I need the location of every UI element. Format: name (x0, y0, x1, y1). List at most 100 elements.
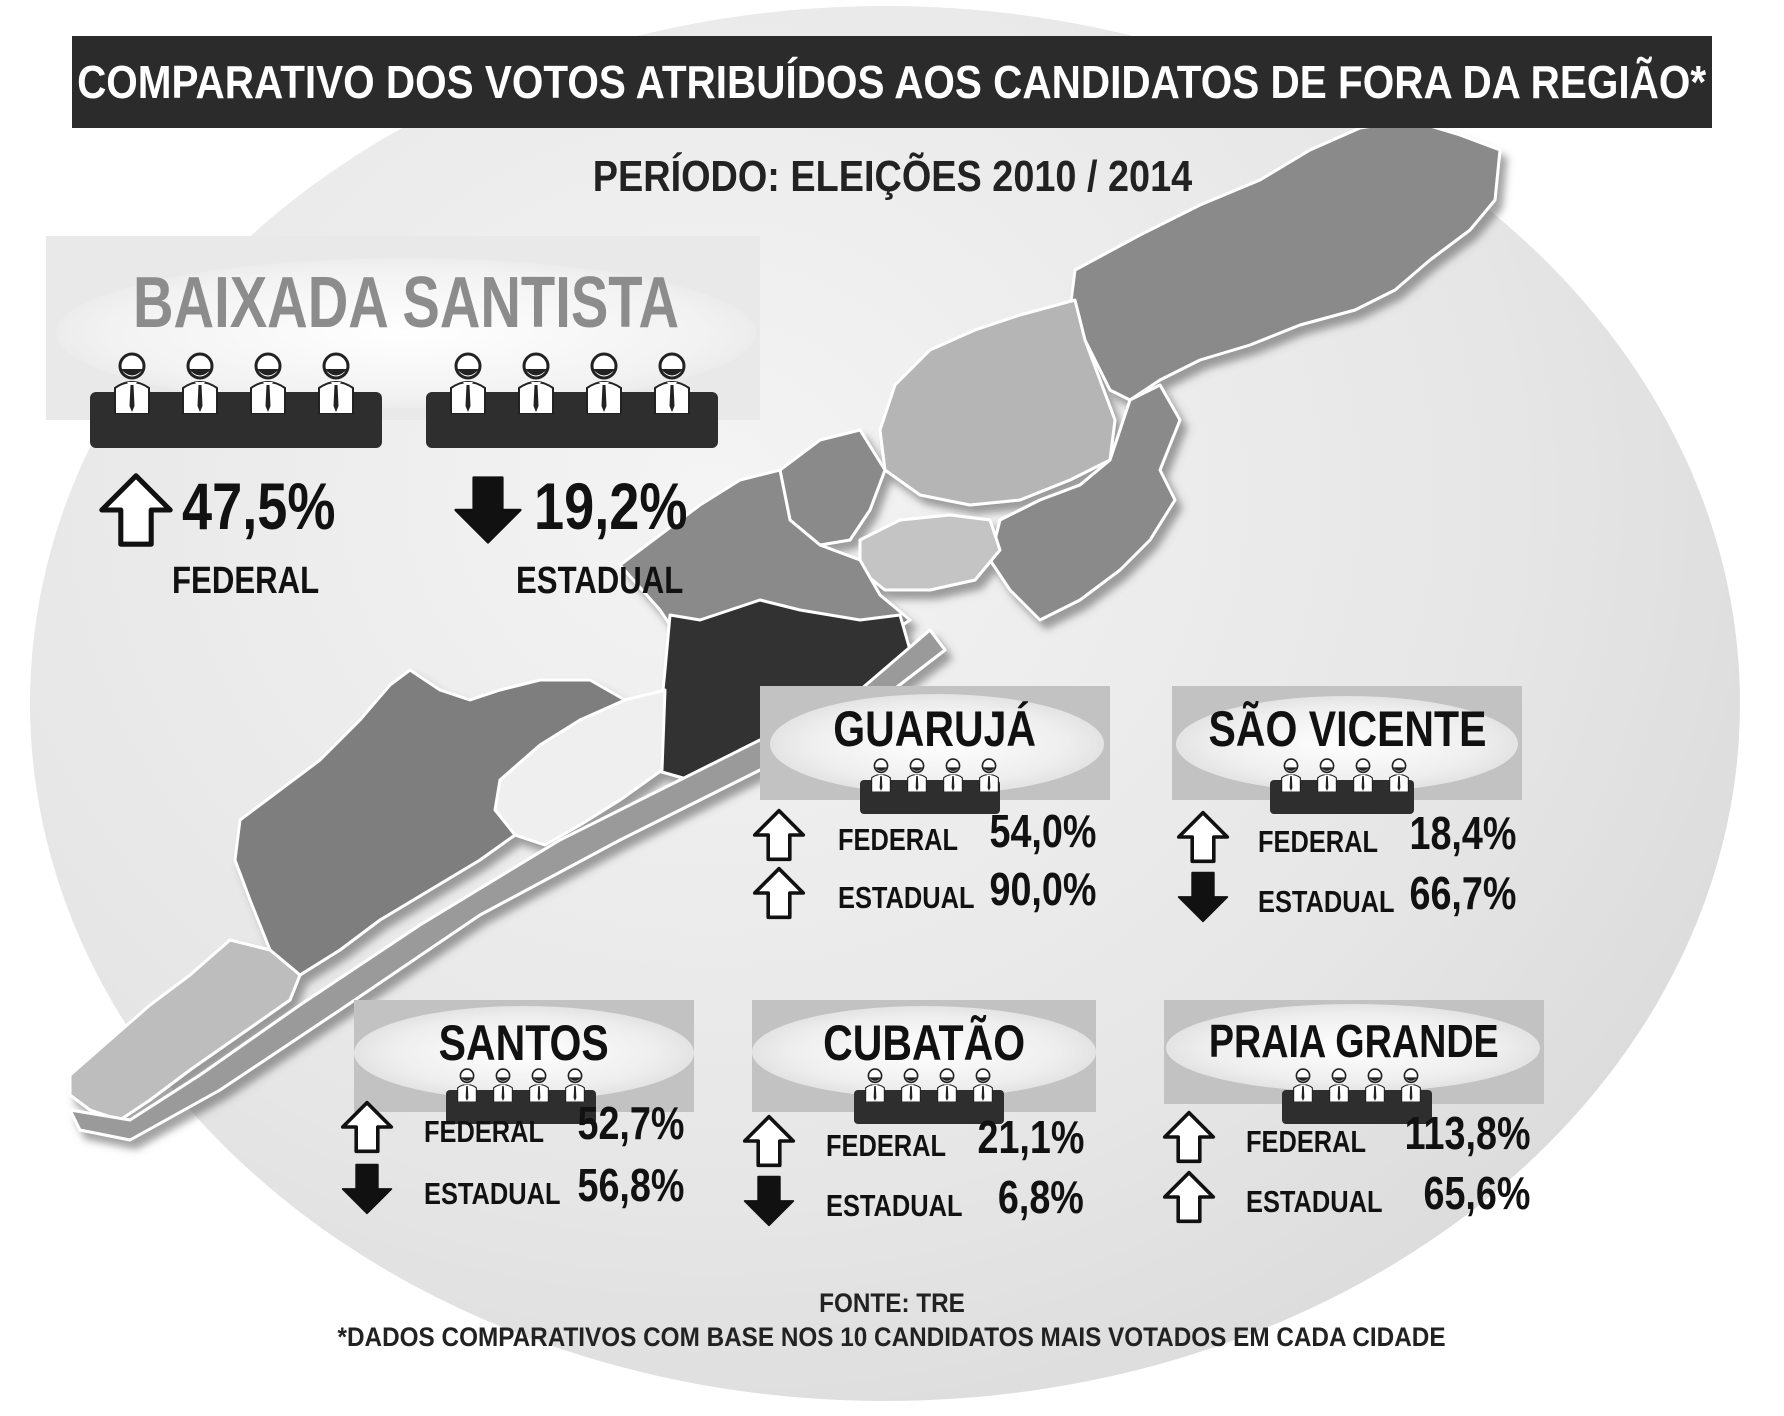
map-coast-strip (68, 628, 947, 1142)
candidate-person-icon (528, 1068, 550, 1107)
candidate-person-icon (1364, 1068, 1386, 1107)
city-estadual-value: 65,6% (1330, 1166, 1530, 1220)
city-name: PRAIA GRANDE (1164, 1014, 1544, 1068)
candidate-person-icon (448, 352, 488, 419)
city-federal-value-text: 21,1% (977, 1111, 1084, 1163)
city-card-ellipse (752, 1006, 1096, 1098)
arrow-up-outline-icon (340, 1100, 394, 1159)
source-text: FONTE: TRE (819, 1288, 965, 1318)
candidate-person-icon (1388, 758, 1410, 797)
candidate-person-icon (864, 1068, 886, 1107)
region-estadual-value-text: 19,2% (534, 469, 688, 543)
region-title: BAIXADA SANTISTA (56, 262, 756, 344)
region-title-text: BAIXADA SANTISTA (133, 263, 679, 343)
city-card-ellipse (770, 694, 1104, 794)
city-estadual-value-text: 66,7% (1409, 867, 1516, 919)
candidate-person-icon (900, 1068, 922, 1107)
candidate-person-icon (584, 352, 624, 419)
city-estadual-value: 6,8% (884, 1170, 1084, 1224)
city-federal-label-text: FEDERAL (1246, 1124, 1367, 1159)
city-name-text: SÃO VICENTE (1208, 701, 1486, 757)
arrow-up-outline-icon (1162, 1110, 1216, 1169)
candidate-person-icon (248, 352, 288, 419)
city-federal-label: FEDERAL (1246, 1124, 1392, 1160)
city-name-text: SANTOS (438, 1015, 610, 1071)
city-estadual-value-text: 6,8% (998, 1171, 1084, 1223)
map-area-itanhaem (233, 668, 627, 977)
candidate-person-icon (1292, 1068, 1314, 1107)
arrow-up-outline-icon (752, 866, 806, 925)
city-estadual-value-text: 90,0% (989, 863, 1096, 915)
city-federal-value: 52,7% (484, 1096, 684, 1150)
city-name-text: PRAIA GRANDE (1209, 1015, 1499, 1067)
arrow-up-outline-icon (1162, 1170, 1216, 1229)
candidate-person-icon (1400, 1068, 1422, 1107)
subtitle: PERÍODO: ELEIÇÕES 2010 / 2014 (0, 152, 1784, 202)
city-name: SÃO VICENTE (1172, 700, 1522, 758)
city-federal-label-text: FEDERAL (826, 1128, 947, 1163)
candidate-person-icon (456, 1068, 478, 1107)
candidate-person-icon (180, 352, 220, 419)
arrow-down-filled-icon (1176, 870, 1230, 929)
city-estadual-label-text: ESTADUAL (826, 1188, 963, 1223)
candidate-person-icon (112, 352, 152, 419)
arrow-up-outline-icon (1176, 810, 1230, 869)
candidate-person-icon (972, 1068, 994, 1107)
arrow-down-filled-icon (340, 1162, 394, 1221)
city-federal-label-text: FEDERAL (838, 822, 959, 857)
city-estadual-value: 66,7% (1316, 866, 1516, 920)
city-federal-label-text: FEDERAL (1258, 824, 1379, 859)
city-name-text: GUARUJÁ (833, 701, 1037, 757)
city-federal-value: 21,1% (884, 1110, 1084, 1164)
city-estadual-label-text: ESTADUAL (1258, 884, 1395, 919)
city-federal-label: FEDERAL (424, 1114, 570, 1150)
map-area-santos-ilha (858, 513, 1002, 592)
region-federal-label-text: FEDERAL (172, 560, 320, 602)
city-estadual-label: ESTADUAL (838, 880, 1004, 916)
city-estadual-label-text: ESTADUAL (424, 1176, 561, 1211)
city-federal-value: 54,0% (896, 804, 1096, 858)
city-name: CUBATÃO (752, 1014, 1096, 1072)
candidate-person-icon (1280, 758, 1302, 797)
region-estadual-label-text: ESTADUAL (516, 560, 684, 602)
city-name-text: CUBATÃO (823, 1015, 1025, 1071)
city-estadual-label: ESTADUAL (1258, 884, 1424, 920)
subtitle-text: PERÍODO: ELEIÇÕES 2010 / 2014 (592, 152, 1192, 201)
region-federal-value: 47,5% (182, 468, 369, 544)
candidate-person-icon (316, 352, 356, 419)
city-federal-value-text: 18,4% (1409, 807, 1516, 859)
candidate-person-icon (936, 1068, 958, 1107)
city-federal-value: 113,8% (1330, 1106, 1530, 1160)
region-federal-arrow-icon (98, 472, 174, 553)
region-estadual-arrow-icon (452, 474, 524, 551)
city-estadual-label: ESTADUAL (1246, 1184, 1412, 1220)
city-estadual-label: ESTADUAL (826, 1188, 992, 1224)
city-card-ellipse (1166, 1004, 1540, 1092)
city-federal-value-text: 113,8% (1404, 1107, 1530, 1159)
map-area-peruibe (68, 938, 302, 1122)
map-area-santos-continental (878, 298, 1117, 507)
city-card-ellipse (1176, 696, 1518, 792)
region-federal-label: FEDERAL (172, 560, 351, 603)
candidate-person-icon (492, 1068, 514, 1107)
region-ellipse (56, 258, 756, 408)
footnote: *DADOS COMPARATIVOS COM BASE NOS 10 CAND… (0, 1322, 1784, 1353)
city-federal-label: FEDERAL (1258, 824, 1404, 860)
region-estadual-label: ESTADUAL (516, 560, 720, 603)
city-estadual-value-text: 56,8% (577, 1159, 684, 1211)
city-estadual-label-text: ESTADUAL (1246, 1184, 1383, 1219)
city-federal-label: FEDERAL (838, 822, 984, 858)
city-estadual-label-text: ESTADUAL (838, 880, 975, 915)
city-name: GUARUJÁ (760, 700, 1110, 758)
source: FONTE: TRE (0, 1288, 1784, 1319)
footnote-text: *DADOS COMPARATIVOS COM BASE NOS 10 CAND… (338, 1322, 1446, 1352)
candidate-person-icon (516, 352, 556, 419)
candidate-person-icon (1328, 1068, 1350, 1107)
city-estadual-value: 56,8% (484, 1158, 684, 1212)
region-federal-value-text: 47,5% (182, 469, 336, 543)
city-estadual-label: ESTADUAL (424, 1176, 590, 1212)
candidate-person-icon (906, 758, 928, 797)
arrow-up-outline-icon (742, 1114, 796, 1173)
candidate-person-icon (870, 758, 892, 797)
